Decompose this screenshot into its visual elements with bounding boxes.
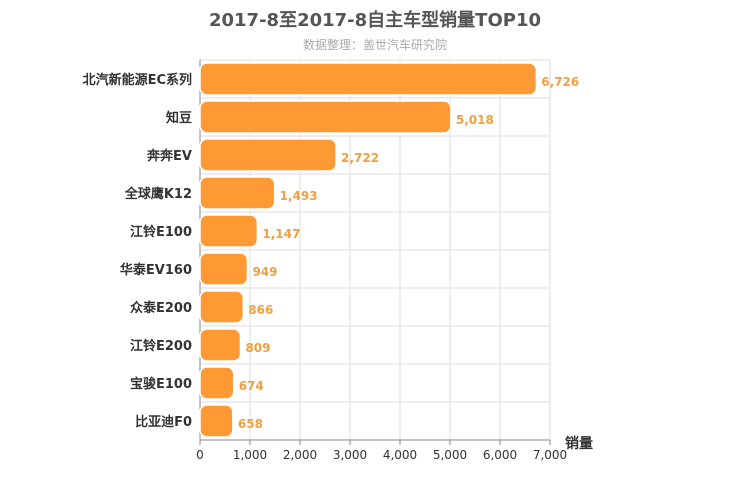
bar [199,100,452,134]
bar [199,252,249,286]
bar [199,366,235,400]
data-label: 6,726 [541,75,579,89]
category-label: 华泰EV160 [120,262,192,278]
bar [199,62,538,96]
x-tick-label: 1,000 [233,448,267,462]
data-label: 674 [239,379,264,393]
category-label: 全球鹰K12 [124,186,192,202]
bar [199,214,259,248]
data-label: 809 [245,341,270,355]
bar [199,328,242,362]
x-tick-label: 2,000 [283,448,317,462]
data-label: 949 [252,265,277,279]
category-label: 比亚迪F0 [135,414,192,430]
x-tick-label: 6,000 [483,448,517,462]
category-label: 奔奔EV [146,148,192,164]
data-label: 658 [238,417,263,431]
data-label: 2,722 [341,151,379,165]
data-label: 866 [248,303,273,317]
x-tick-label: 3,000 [333,448,367,462]
x-tick-label: 5,000 [433,448,467,462]
bar [199,138,337,172]
data-label: 1,147 [262,227,300,241]
data-label: 1,493 [280,189,318,203]
data-label: 5,018 [456,113,494,127]
category-label: 北汽新能源EC系列 [83,72,192,88]
x-axis-title: 销量 [565,435,593,452]
category-label: 众泰E200 [130,300,192,316]
x-tick-label: 4,000 [383,448,417,462]
bar [199,176,276,210]
bar [199,404,234,438]
category-label: 宝骏E100 [130,376,192,392]
chart-title: 2017-8至2017-8自主车型销量TOP10 [208,10,541,31]
chart-subtitle: 数据整理：盖世汽车研究院 [302,38,447,52]
category-label: 江铃E100 [130,224,192,240]
bar [199,290,245,324]
x-tick-label: 7,000 [533,448,567,462]
x-tick-label: 0 [196,448,204,462]
category-label: 知豆 [166,110,192,126]
category-label: 江铃E200 [130,338,192,354]
